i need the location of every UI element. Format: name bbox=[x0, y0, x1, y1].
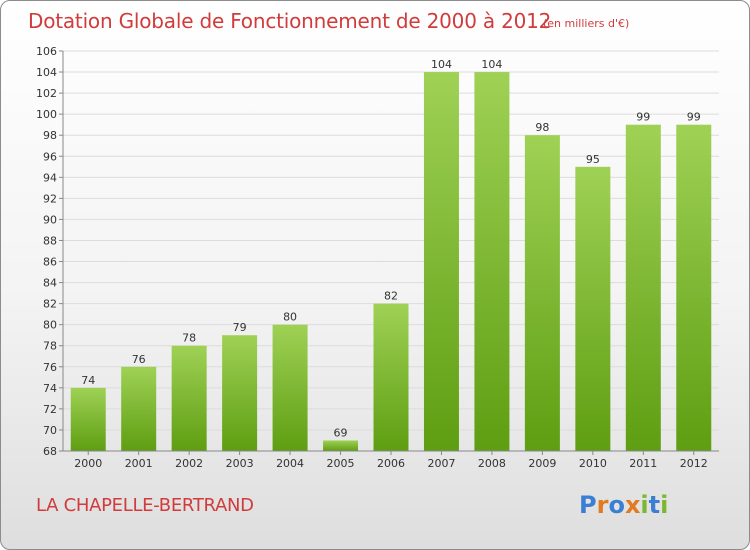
y-tick-label: 100 bbox=[36, 108, 57, 121]
bar-2005 bbox=[323, 440, 359, 451]
value-label: 78 bbox=[182, 332, 196, 345]
chart-unit: (en milliers d'€) bbox=[543, 17, 630, 30]
y-tick-label: 72 bbox=[43, 403, 57, 416]
x-tick-label: 2010 bbox=[579, 457, 607, 470]
logo-letter: x bbox=[624, 491, 641, 519]
value-label: 98 bbox=[535, 121, 549, 134]
logo-letter: i bbox=[640, 491, 649, 519]
bar-2012 bbox=[676, 124, 712, 452]
value-label: 104 bbox=[481, 58, 502, 71]
x-tick-label: 2001 bbox=[125, 457, 153, 470]
x-tick-label: 2005 bbox=[327, 457, 355, 470]
bar-2003 bbox=[222, 335, 258, 451]
y-tick-label: 68 bbox=[43, 445, 57, 458]
value-label: 79 bbox=[233, 321, 247, 334]
bar-2004 bbox=[272, 324, 308, 451]
x-tick-label: 2006 bbox=[377, 457, 405, 470]
bars bbox=[70, 72, 712, 452]
y-axis-ticks: 68 70 72 74 76 78 80 82 84 86 88 90 92 94 96 98 100 102 10… bbox=[36, 45, 63, 458]
x-tick-label: 2012 bbox=[680, 457, 708, 470]
value-label: 76 bbox=[132, 353, 146, 366]
x-tick-label: 2007 bbox=[427, 457, 455, 470]
bar-2000 bbox=[70, 387, 106, 451]
bar-2011 bbox=[625, 124, 661, 452]
value-label: 99 bbox=[636, 111, 650, 124]
y-tick-label: 74 bbox=[43, 382, 57, 395]
x-tick-label: 2009 bbox=[528, 457, 556, 470]
x-axis-ticks: 2000 2001 2002 2003 2004 2005 2006 2007 2008 2009… bbox=[74, 451, 708, 470]
y-tick-label: 88 bbox=[43, 234, 57, 247]
x-tick-label: 2003 bbox=[226, 457, 254, 470]
y-tick-label: 82 bbox=[43, 298, 57, 311]
y-tick-label: 90 bbox=[43, 213, 57, 226]
y-tick-label: 94 bbox=[43, 171, 57, 184]
bar-2006 bbox=[373, 303, 409, 451]
logo-letter: r bbox=[596, 491, 609, 519]
logo-letter: i bbox=[660, 491, 669, 519]
y-tick-label: 70 bbox=[43, 424, 57, 437]
bar-2001 bbox=[121, 366, 157, 451]
y-tick-label: 104 bbox=[36, 66, 57, 79]
y-tick-label: 98 bbox=[43, 129, 57, 142]
logo-letter: P bbox=[579, 491, 597, 519]
value-label: 104 bbox=[431, 58, 452, 71]
y-tick-label: 92 bbox=[43, 192, 57, 205]
x-tick-label: 2004 bbox=[276, 457, 304, 470]
bar-2010 bbox=[575, 166, 611, 451]
bar-2002 bbox=[171, 345, 207, 451]
value-label: 99 bbox=[687, 111, 701, 124]
value-labels: 74 76 78 79 80 69 82 104 104 98 95 99 99 bbox=[81, 58, 701, 439]
bar-2008 bbox=[474, 72, 510, 451]
y-tick-label: 76 bbox=[43, 361, 57, 374]
x-tick-label: 2011 bbox=[629, 457, 657, 470]
bar-2007 bbox=[423, 72, 459, 451]
logo-letter: o bbox=[608, 491, 625, 519]
value-label: 74 bbox=[81, 374, 95, 387]
chart-title: Dotation Globale de Fonctionnement de 20… bbox=[28, 9, 552, 33]
value-label: 69 bbox=[334, 426, 348, 439]
y-tick-label: 106 bbox=[36, 45, 57, 58]
x-tick-label: 2002 bbox=[175, 457, 203, 470]
y-tick-label: 102 bbox=[36, 87, 57, 100]
logo-letter: t bbox=[648, 491, 661, 519]
value-label: 80 bbox=[283, 311, 297, 324]
x-tick-label: 2000 bbox=[74, 457, 102, 470]
y-tick-label: 78 bbox=[43, 340, 57, 353]
y-tick-label: 84 bbox=[43, 277, 57, 290]
y-tick-label: 96 bbox=[43, 150, 57, 163]
y-tick-label: 80 bbox=[43, 319, 57, 332]
value-label: 95 bbox=[586, 153, 600, 166]
axes bbox=[62, 51, 719, 452]
proxiti-logo: Proxiti bbox=[579, 491, 668, 519]
x-tick-label: 2008 bbox=[478, 457, 506, 470]
y-tick-label: 86 bbox=[43, 256, 57, 269]
bar-2009 bbox=[524, 135, 560, 452]
value-label: 82 bbox=[384, 290, 398, 303]
commune-name: LA CHAPELLE-BERTRAND bbox=[36, 495, 254, 516]
